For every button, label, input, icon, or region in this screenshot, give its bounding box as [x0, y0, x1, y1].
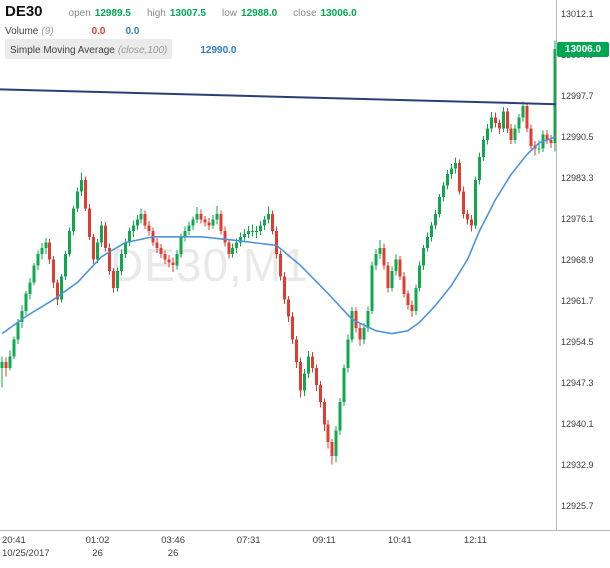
time-tick-label: 10:41 [387, 535, 412, 546]
last-price-badge: 13006.0 [557, 41, 609, 57]
price-tick-label: 12954.5 [561, 337, 594, 348]
time-tick-label: 20:41 [2, 535, 26, 546]
chart-legend: DE30 open 12989.5 high 13007.5 low 12988… [5, 3, 373, 59]
ohlc-legend-row: DE30 open 12989.5 high 13007.5 low 12988… [5, 3, 373, 21]
candles-layer [0, 40, 557, 465]
price-tick-label: 12976.1 [561, 214, 594, 225]
price-tick-label: 12997.7 [561, 91, 594, 102]
sma-line[interactable] [1, 136, 556, 335]
time-tick-sublabel: 26 [167, 548, 179, 559]
open-label: open [68, 8, 91, 19]
high-label: high [146, 8, 166, 19]
chart-watermark: DE30,M1 [110, 239, 309, 291]
close-value: 13006.0 [320, 8, 357, 19]
time-tick-sublabel: 26 [92, 548, 103, 559]
high-value: 13007.5 [169, 8, 206, 19]
open-value: 12989.5 [94, 8, 131, 19]
sma-indicator-pill[interactable]: Simple Moving Average (close,100) [5, 39, 173, 59]
time-tick-label: 03:46 [161, 535, 185, 546]
price-tick-label: 12968.9 [561, 255, 594, 266]
sma-indicator-row[interactable]: Simple Moving Average (close,100) 12990.0 [5, 39, 373, 59]
time-tick-label: 12:11 [463, 535, 487, 546]
volume-value-1: 0.0 [91, 26, 106, 37]
price-axis[interactable]: 13006.0 13012.113004.912997.712990.51298… [557, 0, 610, 530]
price-tick-label: 12932.9 [561, 460, 594, 471]
time-axis[interactable]: 20:41 10/25/2017 01:02 26 03:46 26 07:31 09:11 1… [0, 532, 557, 568]
time-tick-label: 09:11 [312, 535, 336, 546]
sma-value: 12990.0 [200, 45, 237, 56]
volume-value-2: 0.0 [125, 26, 140, 37]
price-tick-label: 12990.5 [561, 132, 594, 143]
price-tick-label: 12947.3 [561, 378, 594, 389]
sma-indicator-name: Simple Moving Average [10, 45, 115, 56]
volume-indicator-row[interactable]: Volume (9) 0.0 0.0 [5, 21, 373, 39]
candlestick-chart[interactable] [0, 0, 557, 530]
price-axis-line [556, 0, 557, 531]
time-axis-line [0, 530, 610, 531]
price-tick-label: 13012.1 [561, 9, 594, 20]
low-value: 12988.0 [241, 8, 278, 19]
close-label: close [293, 8, 317, 19]
price-tick-label: 12983.3 [561, 173, 594, 184]
price-tick-label: 12940.1 [561, 419, 594, 430]
trendline[interactable] [0, 88, 557, 106]
volume-indicator-name: Volume [5, 26, 39, 37]
volume-indicator-params: (9) [41, 26, 54, 37]
time-tick-label: 01:02 [85, 535, 110, 546]
low-label: low [222, 8, 238, 19]
price-tick-label: 12925.7 [561, 501, 594, 512]
sma-indicator-params: (close,100) [117, 45, 168, 56]
symbol-title: DE30 [5, 3, 43, 20]
time-tick-sublabel: 10/25/2017 [2, 548, 50, 559]
price-tick-label: 12961.7 [561, 296, 594, 307]
time-tick-label: 07:31 [236, 535, 261, 546]
